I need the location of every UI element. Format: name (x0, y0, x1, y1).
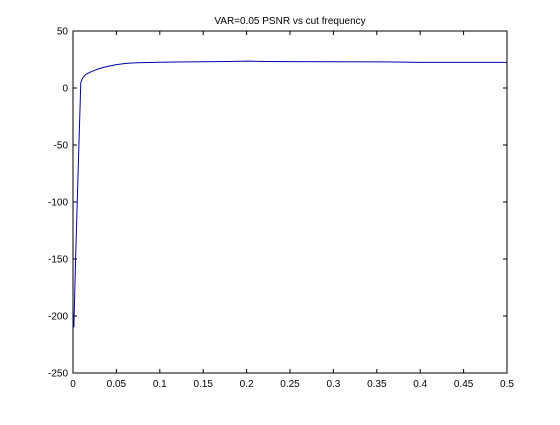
y-tick-label: 50 (57, 27, 69, 38)
y-tick-label: -150 (48, 255, 68, 266)
y-axis: -250 -200 -150 -100 -50 0 50 (48, 27, 507, 380)
x-tick-label: 0 (70, 379, 76, 390)
x-tick-label: 0.15 (193, 379, 213, 390)
series-layer (73, 60, 507, 328)
x-tick-label: 0.45 (454, 379, 474, 390)
plot-area (72, 30, 508, 374)
y-tick-label: -100 (48, 198, 68, 209)
x-tick-label: 0.05 (107, 379, 127, 390)
y-tick-label: 0 (62, 84, 68, 95)
series-line (73, 60, 507, 328)
x-tick-label: 0.2 (240, 379, 254, 390)
chart-title: VAR=0.05 PSNR vs cut frequency (214, 16, 365, 27)
x-tick-label: 0.25 (280, 379, 300, 390)
x-tick-label: 0.5 (500, 379, 514, 390)
x-tick-label: 0.4 (413, 379, 427, 390)
x-axis: 0 0.05 0.1 0.15 0.2 0.25 0.3 0.35 0.4 0.45 0.5 (70, 31, 514, 390)
x-tick-label: 0.3 (326, 379, 340, 390)
x-tick-label: 0.35 (367, 379, 387, 390)
y-tick-label: -200 (48, 312, 68, 323)
y-tick-label: -250 (48, 369, 68, 380)
x-tick-label: 0.1 (153, 379, 167, 390)
y-tick-label: -50 (54, 141, 69, 152)
